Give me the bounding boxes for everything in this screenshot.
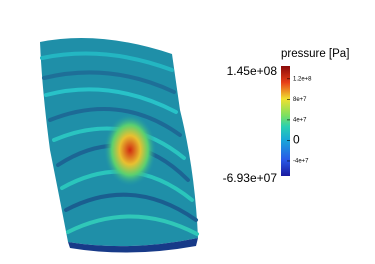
tick-label: 8e+7 xyxy=(293,97,307,103)
colorbar-ticks: 1.2e+8 8e+7 4e+7 0 -4e+7 xyxy=(287,76,312,165)
tick-label: -4e+7 xyxy=(293,159,309,165)
colorbar-min-label: -6.93e+07 xyxy=(223,171,278,185)
colorbar-max-label: 1.45e+08 xyxy=(227,64,278,78)
colorbar xyxy=(281,66,290,176)
tick-label: 0 xyxy=(293,133,300,147)
tick-label: 4e+7 xyxy=(293,117,307,123)
surface xyxy=(40,38,199,253)
colorbar-title: pressure [Pa] xyxy=(281,48,349,60)
tick-label: 1.2e+8 xyxy=(293,76,312,82)
